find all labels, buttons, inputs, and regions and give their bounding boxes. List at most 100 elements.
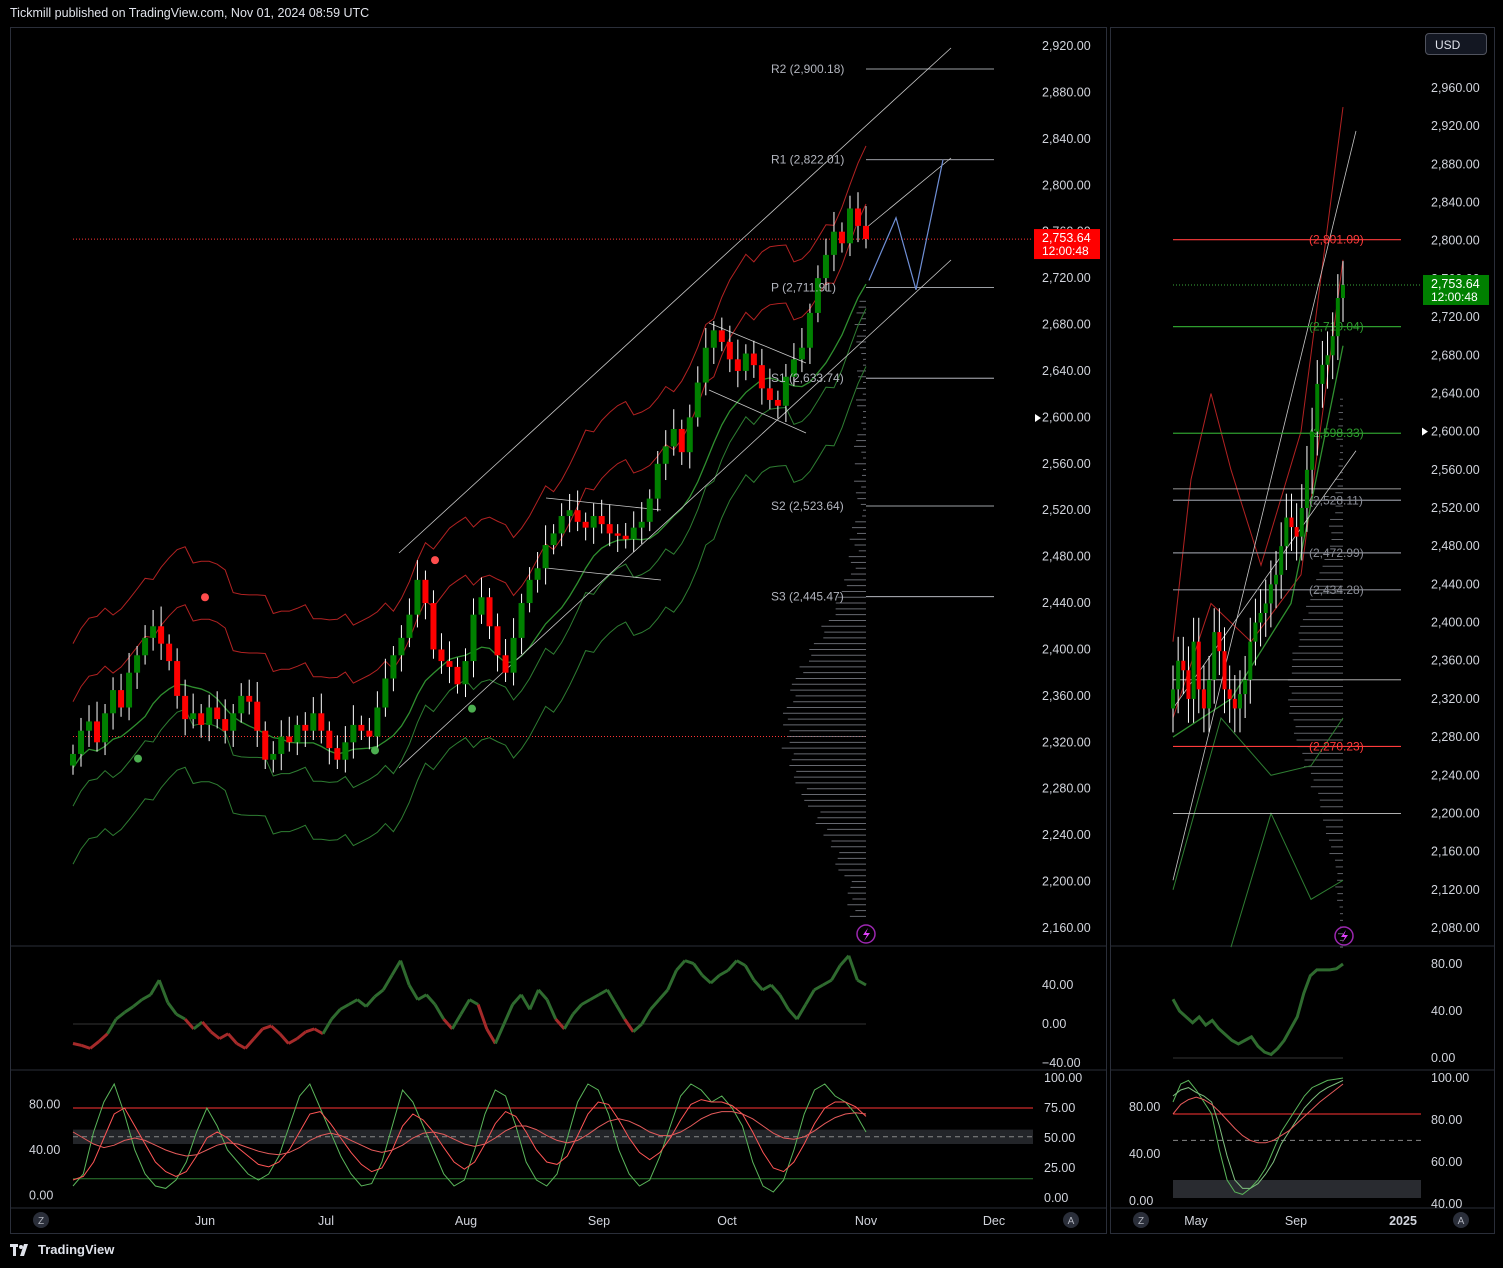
currency-button[interactable]: USD — [1425, 33, 1487, 55]
candle-body — [743, 354, 749, 371]
osc1-segment — [314, 1029, 323, 1034]
x-tick-label: Aug — [455, 1214, 477, 1228]
candle-body — [118, 690, 124, 707]
zoom-z-label: Z — [1138, 1216, 1144, 1227]
candle-body — [262, 731, 268, 760]
candle-body — [1197, 642, 1201, 690]
x-tick-label: 2025 — [1389, 1214, 1417, 1228]
candle-body — [1336, 298, 1340, 336]
osc1-segment — [159, 980, 168, 1002]
tradingview-brand: TradingView — [38, 1242, 114, 1257]
candle-body — [1212, 632, 1216, 680]
osc1-segment — [763, 985, 772, 990]
osc1-segment — [564, 1014, 573, 1029]
candle-body — [567, 510, 573, 516]
osc1-segment — [780, 995, 789, 1010]
osc1-segment — [849, 956, 858, 980]
osc1-segment — [142, 995, 151, 1000]
y-tick-label: 2,600.00 — [1042, 410, 1091, 424]
y-tick-label: 2,840.00 — [1431, 196, 1480, 210]
right-chart-panel[interactable]: 2,960.00 2,920.00 2,880.00 2,840.00 2,800.00… — [1110, 27, 1495, 1234]
osc1-tick-label: 0.00 — [1431, 1051, 1455, 1065]
osc1-segment — [151, 980, 160, 995]
candle-body — [254, 702, 260, 731]
candle-body — [631, 528, 637, 540]
candle-body — [446, 661, 452, 667]
osc1-segment — [401, 961, 410, 985]
zoom-z-label: Z — [38, 1216, 44, 1227]
candle-body — [759, 365, 765, 388]
candle-body — [86, 721, 92, 730]
candle-body — [310, 713, 316, 730]
candle-body — [1192, 642, 1196, 699]
osc1-segment — [375, 990, 384, 997]
candle-body — [174, 661, 180, 696]
osc2-right-tick: 80.00 — [1431, 1113, 1462, 1127]
candle-body — [1300, 508, 1304, 537]
candle-body — [839, 232, 845, 244]
candle-body — [623, 536, 629, 539]
candle-body — [1253, 623, 1257, 642]
osc1-segment — [263, 1026, 272, 1029]
osc2-right-tick: 50.00 — [1044, 1131, 1075, 1145]
last-price-text: 2,753.64 — [1042, 231, 1091, 245]
candle-body — [1186, 670, 1190, 699]
x-tick-label: Oct — [717, 1214, 737, 1228]
candle-body — [647, 499, 653, 522]
candle-body — [78, 731, 84, 754]
main-chart-svg[interactable]: 2,920.002,880.002,840.002,800.002,760.00… — [11, 28, 1106, 1233]
candle-body — [454, 667, 460, 684]
osc1-segment — [719, 970, 728, 975]
y-tick-label: 2,720.00 — [1042, 271, 1091, 285]
candle-body — [198, 713, 204, 725]
candle-body — [663, 446, 669, 463]
candle-body — [1315, 384, 1319, 432]
osc1-segment — [470, 1000, 479, 1005]
candle-body — [270, 754, 276, 760]
candle-body — [398, 638, 404, 655]
candle-body — [823, 255, 829, 278]
lower-band-outer — [73, 366, 866, 864]
candle-body — [1326, 355, 1330, 365]
right-chart-svg[interactable]: 2,960.00 2,920.00 2,880.00 2,840.00 2,800.00… — [1111, 28, 1494, 1233]
lower-band-inner — [73, 308, 866, 806]
osc1-segment — [745, 966, 754, 981]
candle-body — [807, 313, 813, 348]
lightning-icon — [863, 928, 870, 941]
y-tick-label: 2,880.00 — [1042, 85, 1091, 99]
osc1-segment — [771, 985, 780, 995]
main-chart-panel[interactable]: 2,920.002,880.002,840.002,800.002,760.00… — [10, 27, 1107, 1234]
osc1-tick-label: −40.00 — [1042, 1056, 1081, 1070]
osc1-segment — [392, 961, 401, 976]
candle-body — [775, 400, 781, 406]
candle-body — [342, 742, 348, 759]
candle-body — [703, 348, 709, 383]
level-label: (2,270.23) — [1309, 739, 1364, 753]
y-tick-label: 2,200.00 — [1042, 875, 1091, 889]
candle-body — [767, 388, 773, 400]
y-tick-label: 2,240.00 — [1431, 768, 1480, 782]
y-tick-label: 2,440.00 — [1042, 596, 1091, 610]
candle-body — [719, 330, 725, 342]
x-tick-label: Jul — [318, 1214, 334, 1228]
osc1-segment — [642, 1009, 651, 1024]
osc1-segment — [676, 961, 685, 971]
osc1-segment — [788, 1009, 797, 1019]
candle-body — [206, 708, 212, 725]
candle-body — [1228, 689, 1232, 699]
candle-body — [430, 603, 436, 649]
osc1-segment — [832, 966, 841, 981]
candle-body — [438, 649, 444, 661]
candle-body — [1341, 285, 1345, 298]
signal-dot — [371, 746, 379, 754]
osc2-left-tick: 80.00 — [29, 1097, 60, 1111]
crosshair-marker — [1422, 428, 1428, 436]
y-tick-label: 2,280.00 — [1431, 730, 1480, 744]
osc2-right-tick: 0.00 — [1044, 1191, 1068, 1205]
y-tick-label: 2,600.00 — [1431, 425, 1480, 439]
candle-body — [366, 731, 372, 737]
last-price-text: 2,753.64 — [1431, 277, 1480, 291]
y-tick-label: 2,120.00 — [1431, 883, 1480, 897]
osc1-segment — [288, 1039, 297, 1044]
osc1-segment — [349, 1000, 358, 1005]
